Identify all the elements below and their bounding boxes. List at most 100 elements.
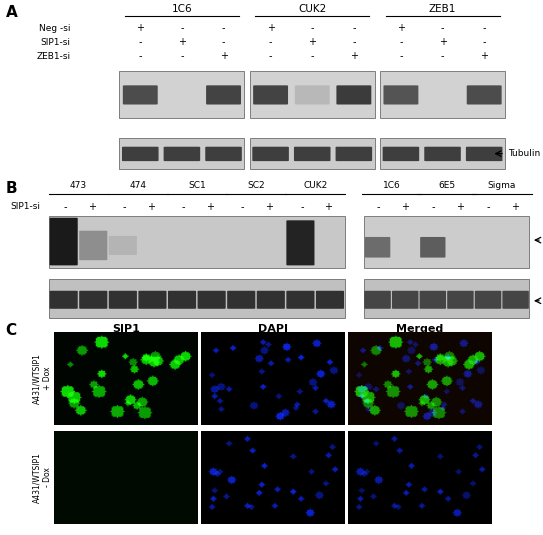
Text: Merged: Merged: [396, 324, 443, 334]
FancyBboxPatch shape: [252, 147, 289, 161]
FancyBboxPatch shape: [380, 137, 505, 170]
Text: -: -: [180, 23, 184, 33]
Text: 6E5: 6E5: [438, 181, 455, 190]
Text: Tubulin: Tubulin: [508, 149, 540, 158]
FancyBboxPatch shape: [467, 86, 502, 104]
FancyBboxPatch shape: [253, 86, 288, 104]
FancyBboxPatch shape: [383, 86, 418, 104]
Text: +: +: [206, 202, 214, 212]
Text: +: +: [267, 23, 275, 33]
Text: CUK2: CUK2: [303, 181, 327, 190]
FancyBboxPatch shape: [119, 71, 244, 118]
Text: A: A: [5, 5, 17, 20]
FancyBboxPatch shape: [295, 86, 330, 104]
FancyBboxPatch shape: [138, 291, 167, 309]
FancyBboxPatch shape: [475, 291, 501, 309]
FancyBboxPatch shape: [466, 147, 502, 161]
Text: -: -: [311, 51, 314, 62]
Text: C: C: [5, 323, 16, 338]
Text: -: -: [352, 37, 356, 48]
FancyBboxPatch shape: [337, 86, 371, 104]
FancyBboxPatch shape: [420, 291, 446, 309]
Text: +: +: [325, 202, 332, 212]
Text: +: +: [136, 23, 144, 33]
Text: +: +: [219, 51, 228, 62]
FancyBboxPatch shape: [79, 231, 108, 260]
FancyBboxPatch shape: [392, 291, 419, 309]
Text: -: -: [482, 23, 486, 33]
Text: +: +: [480, 51, 488, 62]
FancyBboxPatch shape: [163, 147, 200, 161]
FancyBboxPatch shape: [286, 291, 314, 309]
FancyBboxPatch shape: [250, 71, 375, 118]
Text: DAPI: DAPI: [258, 324, 288, 334]
Text: -: -: [487, 202, 490, 212]
Text: +: +: [88, 202, 96, 212]
Text: -: -: [311, 23, 314, 33]
FancyBboxPatch shape: [447, 291, 473, 309]
FancyBboxPatch shape: [294, 147, 331, 161]
Text: SC1: SC1: [188, 181, 206, 190]
FancyBboxPatch shape: [336, 147, 372, 161]
FancyBboxPatch shape: [119, 137, 244, 170]
Text: Sigma: Sigma: [488, 181, 516, 190]
Text: +: +: [350, 51, 358, 62]
Text: +: +: [308, 37, 316, 48]
Text: SC2: SC2: [247, 181, 265, 190]
Text: +: +: [439, 37, 446, 48]
Text: -: -: [269, 37, 273, 48]
Text: +: +: [147, 202, 155, 212]
FancyBboxPatch shape: [250, 137, 375, 170]
FancyBboxPatch shape: [123, 86, 157, 104]
Text: +: +: [397, 23, 405, 33]
Text: +: +: [266, 202, 273, 212]
FancyBboxPatch shape: [206, 86, 241, 104]
Text: A431/WTSIP1
+ Dox: A431/WTSIP1 + Dox: [32, 353, 52, 404]
Text: -: -: [432, 202, 435, 212]
Text: -: -: [222, 23, 225, 33]
Text: +: +: [178, 37, 186, 48]
FancyBboxPatch shape: [49, 279, 345, 318]
Text: Neg -si: Neg -si: [39, 24, 71, 33]
FancyBboxPatch shape: [365, 237, 390, 257]
FancyBboxPatch shape: [109, 291, 137, 309]
Text: -: -: [352, 23, 356, 33]
FancyBboxPatch shape: [364, 279, 529, 318]
FancyBboxPatch shape: [198, 291, 226, 309]
Text: -: -: [138, 51, 142, 62]
FancyBboxPatch shape: [122, 147, 159, 161]
Text: -: -: [376, 202, 380, 212]
Text: +: +: [456, 202, 464, 212]
Text: -: -: [180, 51, 184, 62]
FancyBboxPatch shape: [383, 147, 419, 161]
Text: -: -: [441, 51, 444, 62]
Text: 1C6: 1C6: [382, 181, 400, 190]
FancyBboxPatch shape: [49, 218, 78, 265]
Text: ZEB1: ZEB1: [429, 4, 456, 13]
Text: A431/WTSIP1
- Dox: A431/WTSIP1 - Dox: [32, 452, 52, 503]
Text: 474: 474: [129, 181, 146, 190]
FancyBboxPatch shape: [205, 147, 242, 161]
FancyBboxPatch shape: [109, 236, 137, 255]
FancyBboxPatch shape: [364, 291, 391, 309]
Text: B: B: [5, 181, 17, 196]
Text: -: -: [182, 202, 185, 212]
FancyBboxPatch shape: [49, 216, 345, 268]
Text: -: -: [241, 202, 244, 212]
Text: -: -: [123, 202, 126, 212]
FancyBboxPatch shape: [79, 291, 108, 309]
FancyBboxPatch shape: [364, 216, 529, 268]
FancyBboxPatch shape: [420, 237, 445, 257]
Text: SIP1: SIP1: [112, 324, 140, 334]
Text: 473: 473: [70, 181, 87, 190]
FancyBboxPatch shape: [49, 291, 78, 309]
Text: +: +: [511, 202, 519, 212]
Text: 1C6: 1C6: [172, 4, 192, 13]
Text: -: -: [399, 37, 403, 48]
Text: SIP1-si: SIP1-si: [41, 38, 71, 47]
Text: -: -: [441, 23, 444, 33]
FancyBboxPatch shape: [380, 71, 505, 118]
Text: -: -: [222, 37, 225, 48]
FancyBboxPatch shape: [168, 291, 196, 309]
FancyBboxPatch shape: [257, 291, 285, 309]
